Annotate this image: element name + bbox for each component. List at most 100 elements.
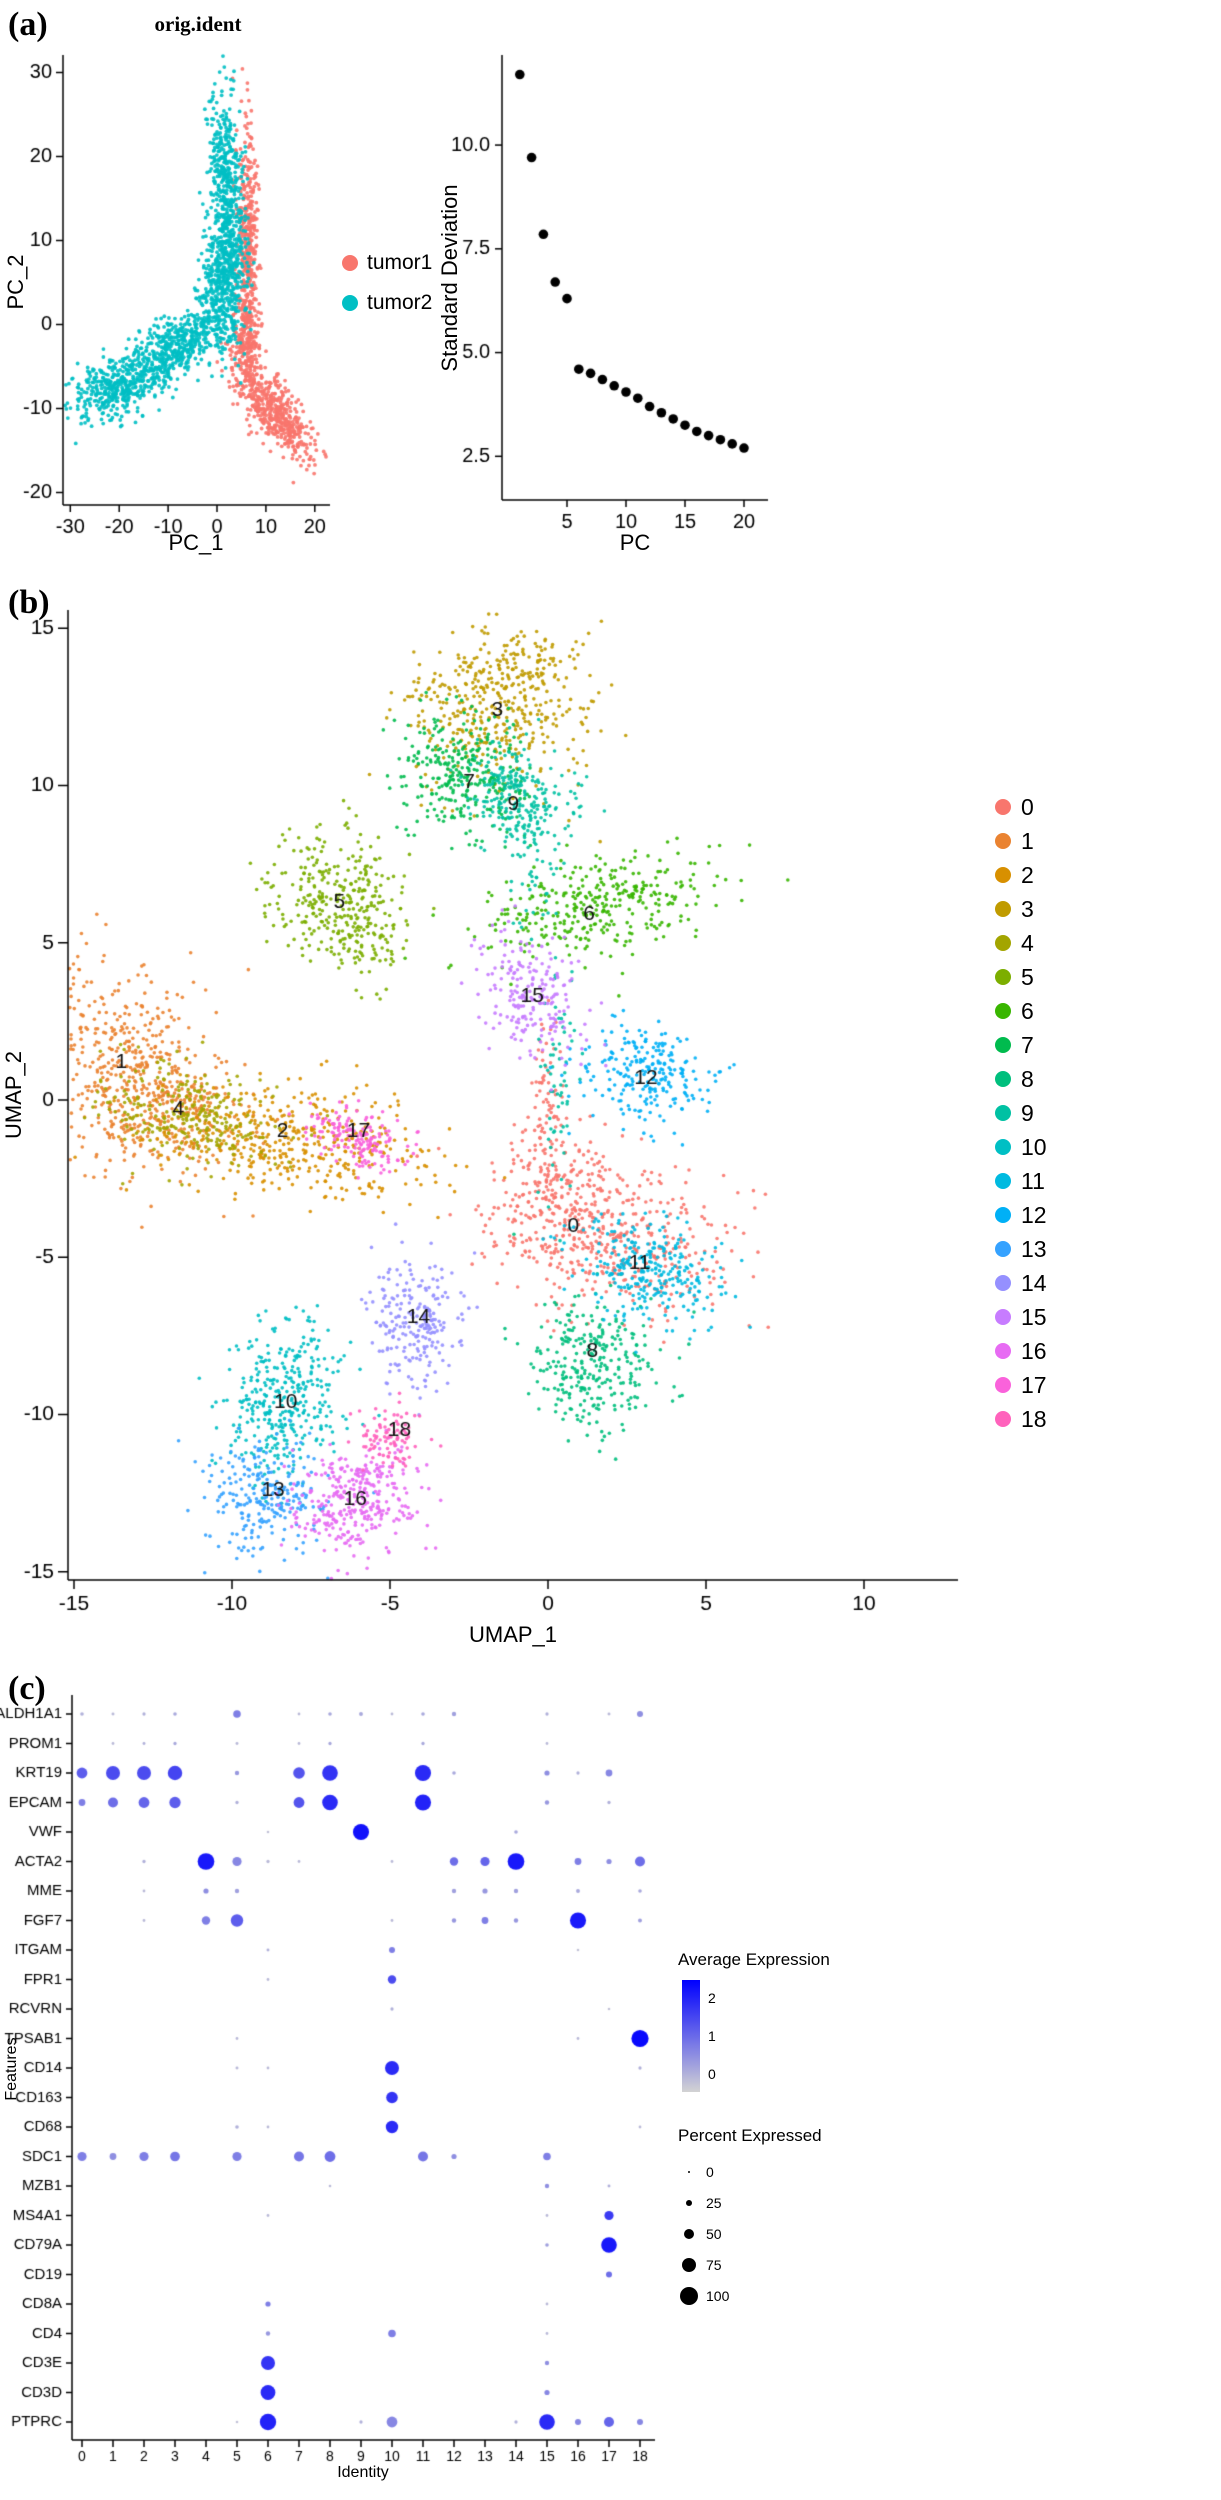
cluster-6-swatch (995, 1003, 1011, 1019)
legend-item-cluster-6: 6 (995, 994, 1047, 1028)
cluster-3-label: 3 (1021, 895, 1034, 922)
cluster-1-label: 1 (1021, 827, 1034, 854)
legend-item-cluster-3: 3 (995, 892, 1047, 926)
cluster-13-label: 13 (1021, 1235, 1047, 1262)
legend-item-cluster-18: 18 (995, 1402, 1047, 1436)
cluster-17-swatch (995, 1377, 1011, 1393)
cluster-9-swatch (995, 1105, 1011, 1121)
cluster-15-swatch (995, 1309, 1011, 1325)
legend-item-cluster-0: 0 (995, 790, 1047, 824)
size-label-25: 25 (706, 2194, 722, 2211)
dotplot-y-axis-title: Features (3, 2037, 20, 2101)
legend-item-cluster-4: 4 (995, 926, 1047, 960)
cluster-0-swatch (995, 799, 1011, 815)
size-dot-50 (684, 2228, 694, 2239)
legend-item-cluster-5: 5 (995, 960, 1047, 994)
size-dot-0 (688, 2170, 690, 2173)
cluster-6-label: 6 (1021, 997, 1034, 1024)
pca-y-axis-title: PC_2 (3, 254, 28, 310)
percent-expressed-title: Percent Expressed (678, 2126, 822, 2145)
cluster-12-label: 12 (1021, 1201, 1047, 1228)
cluster-15-label: 15 (1021, 1303, 1047, 1330)
tumor1-label: tumor1 (367, 251, 433, 274)
legend-item-cluster-15: 15 (995, 1300, 1047, 1334)
umap-cluster-legend: 0 1 2 3 4 5 6 7 8 9 10 11 12 13 14 15 16… (995, 790, 1047, 1436)
size-dot-25 (686, 2199, 692, 2206)
cluster-8-label: 8 (1021, 1065, 1034, 1092)
legend-item-cluster-10: 10 (995, 1130, 1047, 1164)
umap-x-axis-title: UMAP_1 (468, 1622, 558, 1647)
cluster-14-swatch (995, 1275, 1011, 1291)
legend-item-tumor2: tumor2 (342, 283, 432, 323)
cluster-16-swatch (995, 1343, 1011, 1359)
panel-a-letter: (a) (8, 6, 48, 43)
dotplot-legend: Average Expression 2 1 0 Percent Express… (678, 1950, 858, 2311)
cluster-5-swatch (995, 969, 1011, 985)
tumor2-swatch (342, 295, 358, 311)
size-legend-row-25: 25 (678, 2187, 858, 2218)
cluster-0-label: 0 (1021, 793, 1034, 820)
average-expression-scale: 2 1 0 (682, 1980, 858, 2092)
cluster-11-swatch (995, 1173, 1011, 1189)
colorbar-tick-1: 1 (708, 2028, 716, 2044)
cluster-11-label: 11 (1021, 1167, 1045, 1194)
cluster-7-swatch (995, 1037, 1011, 1053)
size-label-0: 0 (706, 2163, 714, 2180)
cluster-13-swatch (995, 1241, 1011, 1257)
legend-item-cluster-17: 17 (995, 1368, 1047, 1402)
cluster-10-swatch (995, 1139, 1011, 1155)
legend-item-tumor1: tumor1 (342, 243, 432, 283)
size-legend-row-0: 0 (678, 2156, 858, 2187)
panel-c-letter: (c) (8, 1670, 46, 1707)
size-label-75: 75 (706, 2256, 722, 2273)
cluster-4-swatch (995, 935, 1011, 951)
elbow-x-axis-title: PC (619, 530, 651, 555)
cluster-16-label: 16 (1021, 1337, 1047, 1364)
size-label-100: 100 (706, 2287, 730, 2304)
cluster-17-label: 17 (1021, 1371, 1047, 1398)
sample-legend: tumor1 tumor2 (342, 243, 432, 323)
cluster-14-label: 14 (1021, 1269, 1047, 1296)
panel-b-letter: (b) (8, 584, 50, 621)
cluster-5-label: 5 (1021, 963, 1034, 990)
size-legend-row-75: 75 (678, 2249, 858, 2280)
size-dot-75 (682, 2257, 696, 2272)
legend-item-cluster-9: 9 (995, 1096, 1047, 1130)
legend-item-cluster-1: 1 (995, 824, 1047, 858)
legend-item-cluster-12: 12 (995, 1198, 1047, 1232)
pca-plot-title: orig.ident (154, 12, 242, 36)
cluster-7-label: 7 (1021, 1031, 1034, 1058)
tumor2-label: tumor2 (367, 291, 433, 314)
cluster-9-label: 9 (1021, 1099, 1034, 1126)
legend-item-cluster-13: 13 (995, 1232, 1047, 1266)
average-expression-title: Average Expression (678, 1950, 830, 1969)
cluster-10-label: 10 (1021, 1133, 1047, 1160)
umap-y-axis-title: UMAP_2 (1, 1050, 26, 1140)
legend-item-cluster-7: 7 (995, 1028, 1047, 1062)
cluster-2-label: 2 (1021, 861, 1034, 888)
size-legend-row-100: 100 (678, 2280, 858, 2311)
cluster-2-swatch (995, 867, 1011, 883)
average-expression-colorbar (682, 1980, 700, 2092)
cluster-3-swatch (995, 901, 1011, 917)
cluster-18-label: 18 (1021, 1405, 1047, 1432)
legend-item-cluster-8: 8 (995, 1062, 1047, 1096)
tumor1-swatch (342, 255, 358, 271)
colorbar-tick-0: 0 (708, 2066, 716, 2082)
legend-item-cluster-14: 14 (995, 1266, 1047, 1300)
colorbar-tick-2: 2 (708, 1990, 716, 2006)
cluster-8-swatch (995, 1071, 1011, 1087)
cluster-1-swatch (995, 833, 1011, 849)
size-dot-100 (680, 2286, 698, 2305)
cluster-4-label: 4 (1021, 929, 1034, 956)
size-legend-row-50: 50 (678, 2218, 858, 2249)
percent-expressed-scale: 0 25 50 75 100 (678, 2156, 858, 2311)
legend-item-cluster-11: 11 (995, 1164, 1047, 1198)
legend-item-cluster-16: 16 (995, 1334, 1047, 1368)
pca-x-axis-title: PC_1 (168, 530, 224, 555)
elbow-y-axis-title: Standard Deviation (437, 184, 462, 372)
cluster-18-swatch (995, 1411, 1011, 1427)
size-label-50: 50 (706, 2225, 722, 2242)
